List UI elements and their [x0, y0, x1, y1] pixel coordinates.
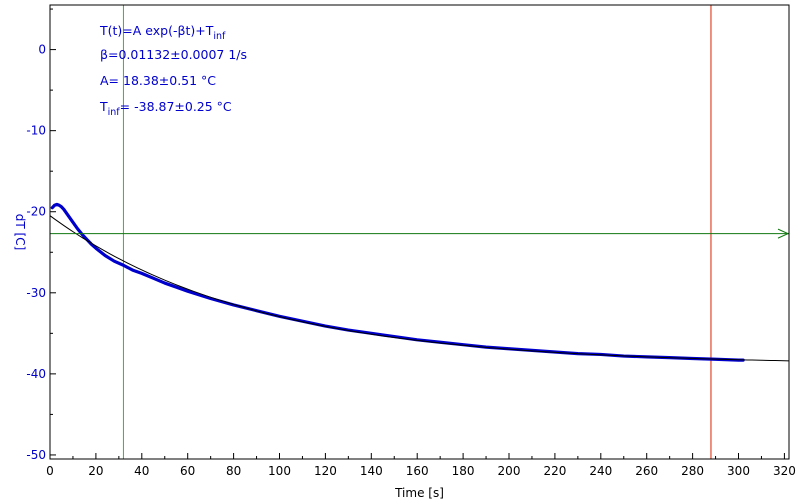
x-tick-label: 220 — [543, 464, 566, 478]
y-tick-label: -50 — [26, 448, 46, 462]
x-tick-label: 200 — [498, 464, 521, 478]
y-tick-label: -40 — [26, 367, 46, 381]
x-axis: 0 20 40 60 80 100 120 140 160 180 200 220 240 260 280 3… — [46, 453, 796, 478]
y-axis-label: dT [C] — [13, 214, 27, 251]
y-tick-label: -30 — [26, 286, 46, 300]
y-tick-label: -20 — [26, 205, 46, 219]
fit-tinf-value: = -38.87±0.25 °C — [120, 99, 232, 114]
fit-curve — [49, 215, 790, 362]
fit-amplitude: A= 18.38±0.51 °C — [100, 73, 216, 88]
x-tick-label: 20 — [88, 464, 103, 478]
x-tick-label: 60 — [180, 464, 195, 478]
fit-annotation: T(t)=A exp(-βt)+Tinf β=0.01132±0.0007 1/… — [99, 23, 247, 118]
fit-tinf-main: T — [99, 99, 108, 114]
plot-content — [49, 5, 790, 459]
x-tick-label: 300 — [727, 464, 750, 478]
x-tick-label: 0 — [46, 464, 54, 478]
x-tick-label: 120 — [314, 464, 337, 478]
fit-tinf-subscript: inf — [108, 107, 121, 118]
x-axis-label: Time [s] — [394, 486, 444, 500]
y-axis: 0 -10 -20 -30 -40 -50 — [26, 8, 56, 462]
x-tick-label: 100 — [268, 464, 291, 478]
x-tick-label: 40 — [134, 464, 149, 478]
y-tick-label: -10 — [26, 124, 46, 138]
x-tick-label: 80 — [226, 464, 241, 478]
x-tick-label: 320 — [773, 464, 796, 478]
fit-formula-main: T(t)=A exp(-βt)+T — [99, 23, 214, 38]
fit-tinf: Tinf= -38.87±0.25 °C — [99, 99, 232, 118]
x-tick-label: 240 — [589, 464, 612, 478]
x-tick-label: 160 — [406, 464, 429, 478]
x-tick-label: 280 — [681, 464, 704, 478]
x-tick-label: 140 — [360, 464, 383, 478]
x-tick-label: 260 — [635, 464, 658, 478]
arrow-head-icon — [777, 228, 790, 239]
fit-beta: β=0.01132±0.0007 1/s — [100, 47, 247, 62]
fit-formula-subscript: inf — [213, 31, 226, 42]
fit-formula: T(t)=A exp(-βt)+Tinf — [99, 23, 226, 42]
x-tick-label: 180 — [452, 464, 475, 478]
plot-frame — [49, 4, 790, 460]
y-tick-label: 0 — [38, 43, 46, 57]
